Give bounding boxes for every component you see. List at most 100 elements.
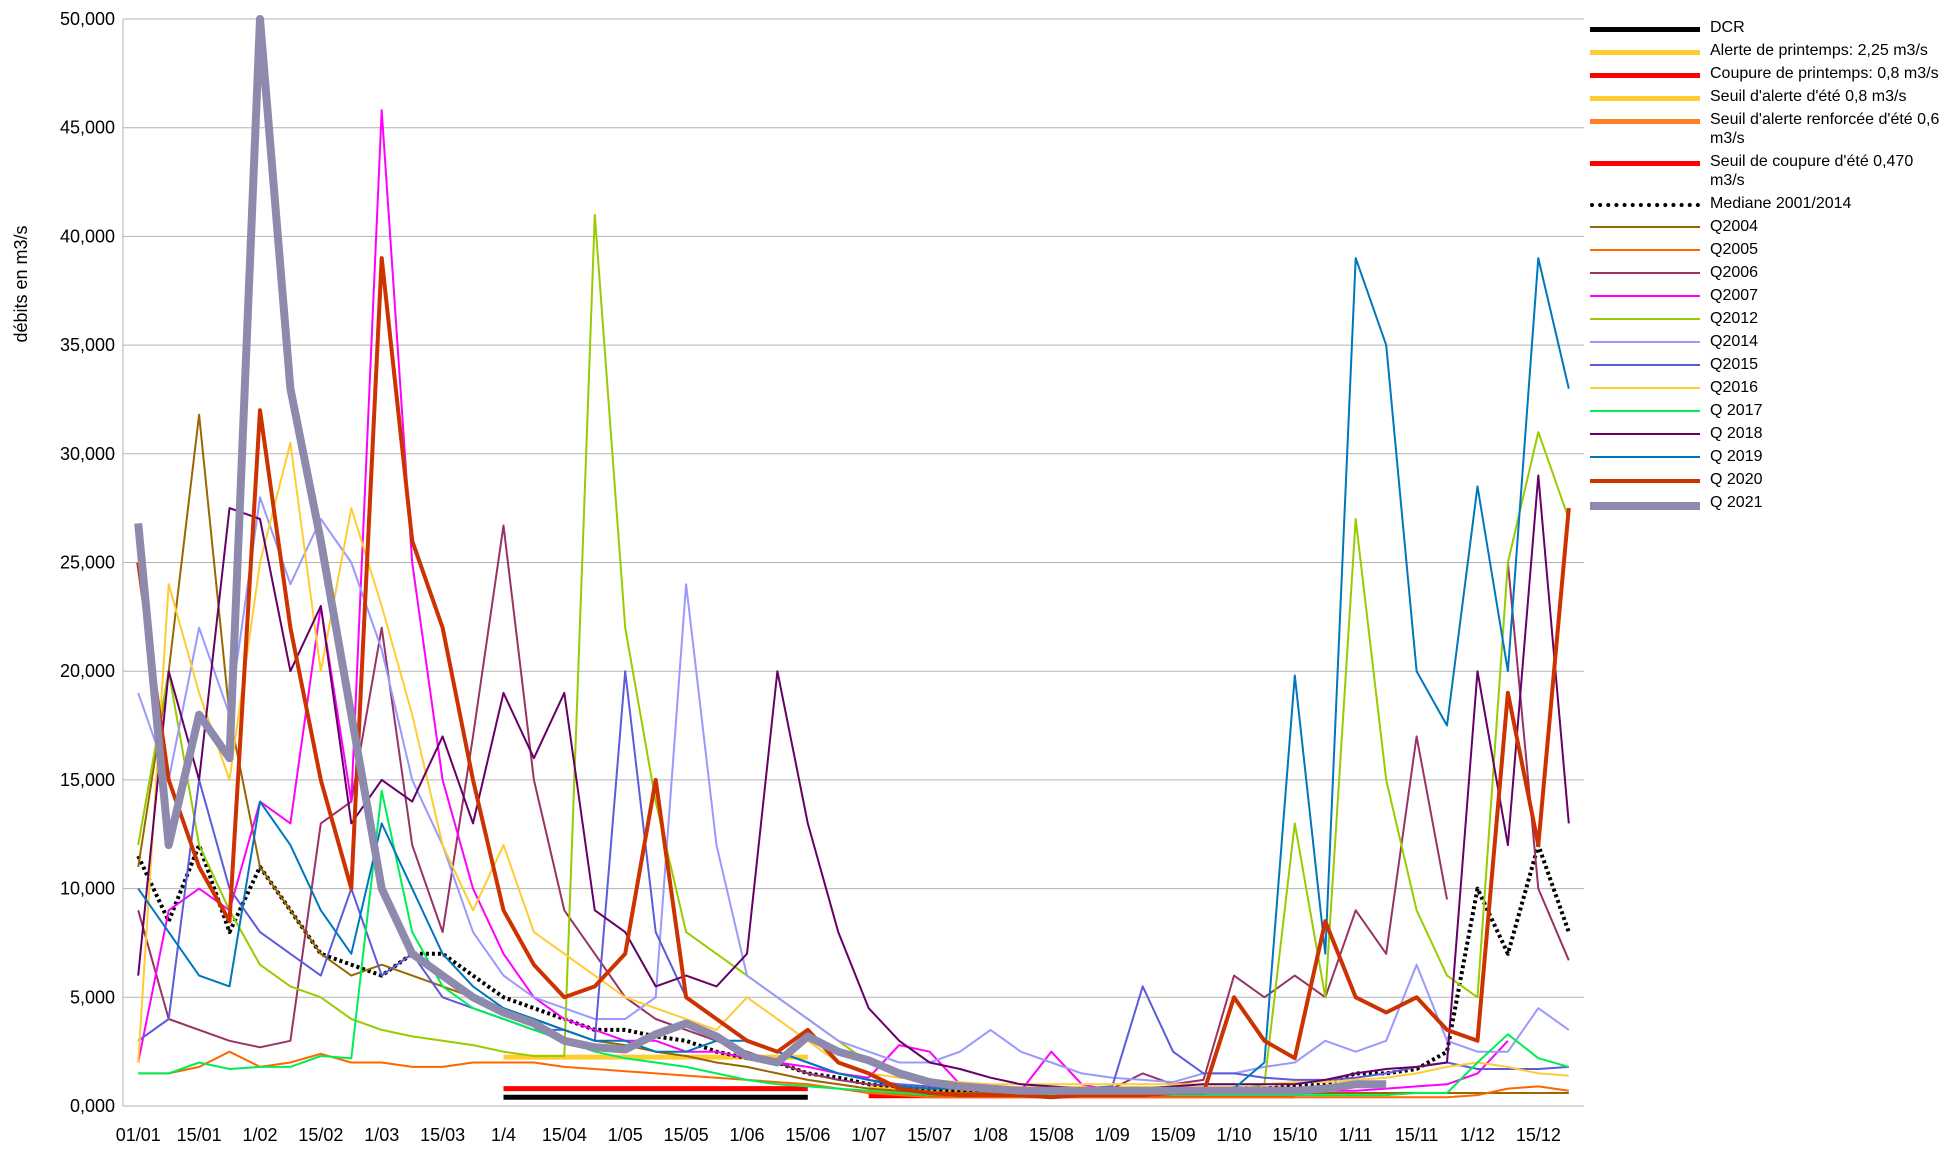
y-tick-label: 20,000 bbox=[60, 661, 115, 681]
legend-swatch bbox=[1590, 433, 1700, 435]
x-tick-label: 1/10 bbox=[1216, 1125, 1251, 1145]
y-tick-label: 25,000 bbox=[60, 553, 115, 573]
legend-swatch bbox=[1590, 226, 1700, 228]
series-line bbox=[137, 496, 1570, 1084]
legend-swatch bbox=[1590, 96, 1700, 101]
legend-swatch bbox=[1590, 410, 1700, 412]
x-tick-label: 15/04 bbox=[542, 1125, 587, 1145]
legend-label: Q2014 bbox=[1710, 333, 1759, 350]
x-tick-label: 15/02 bbox=[298, 1125, 343, 1145]
legend-label: Coupure de printemps: 0,8 m3/s bbox=[1710, 65, 1939, 82]
legend-label: Q2006 bbox=[1710, 264, 1759, 281]
legend-label: Q 2020 bbox=[1710, 471, 1763, 488]
legend-entry: Seuil d'alerte renforcée d'été 0,6 m3/s bbox=[1590, 110, 1952, 148]
x-tick-label: 15/05 bbox=[664, 1125, 709, 1145]
y-axis-label: débits en m3/s bbox=[11, 225, 31, 342]
legend-label: Seuil d'alerte d'été 0,8 m3/s bbox=[1710, 88, 1907, 105]
x-tick-label: 1/06 bbox=[729, 1125, 764, 1145]
legend-entry: Q2007 bbox=[1590, 286, 1952, 305]
legend-entry: Coupure de printemps: 0,8 m3/s bbox=[1590, 64, 1952, 83]
y-tick-label: 45,000 bbox=[60, 118, 115, 138]
y-tick-label: 0,000 bbox=[70, 1096, 115, 1116]
x-tick-label: 1/07 bbox=[851, 1125, 886, 1145]
x-tick-label: 15/06 bbox=[785, 1125, 830, 1145]
series-line bbox=[137, 474, 1570, 1090]
legend-label: Q2004 bbox=[1710, 218, 1759, 235]
legend-entry: Q2004 bbox=[1590, 217, 1952, 236]
legend-label: Seuil de coupure d'été 0,470 m3/s bbox=[1710, 153, 1914, 189]
legend-swatch bbox=[1590, 318, 1700, 320]
legend-label: Q2005 bbox=[1710, 241, 1759, 258]
legend-label: Q2015 bbox=[1710, 356, 1759, 373]
legend-swatch bbox=[1590, 161, 1700, 166]
legend-entry: Q2015 bbox=[1590, 355, 1952, 374]
x-tick-label: 15/07 bbox=[907, 1125, 952, 1145]
y-tick-label: 35,000 bbox=[60, 335, 115, 355]
legend-entry: Seuil de coupure d'été 0,470 m3/s bbox=[1590, 152, 1952, 190]
legend-entry: Seuil d'alerte d'été 0,8 m3/s bbox=[1590, 87, 1952, 106]
x-tick-label: 1/08 bbox=[973, 1125, 1008, 1145]
legend-entry: Mediane 2001/2014 bbox=[1590, 194, 1952, 213]
legend-label: Q 2018 bbox=[1710, 425, 1763, 442]
x-tick-label: 15/01 bbox=[177, 1125, 222, 1145]
legend-swatch bbox=[1590, 295, 1700, 297]
legend-swatch bbox=[1590, 50, 1700, 55]
series-line bbox=[138, 789, 1570, 1097]
x-tick-label: 15/09 bbox=[1151, 1125, 1196, 1145]
legend-swatch bbox=[1590, 203, 1700, 207]
legend-entry: DCR bbox=[1590, 18, 1952, 37]
y-tick-label: 50,000 bbox=[60, 9, 115, 29]
x-tick-label: 15/03 bbox=[420, 1125, 465, 1145]
legend-entry: Q2005 bbox=[1590, 240, 1952, 259]
legend-swatch bbox=[1590, 27, 1700, 32]
x-tick-label: 1/03 bbox=[364, 1125, 399, 1145]
x-tick-label: 1/11 bbox=[1339, 1125, 1373, 1145]
legend-entry: Q 2021 bbox=[1590, 493, 1952, 512]
legend-entry: Q 2017 bbox=[1590, 401, 1952, 420]
y-tick-label: 15,000 bbox=[60, 770, 115, 790]
series-line bbox=[138, 1050, 1569, 1099]
series-line bbox=[137, 413, 1569, 1094]
legend-entry: Q2014 bbox=[1590, 332, 1952, 351]
y-tick-label: 30,000 bbox=[60, 444, 115, 464]
legend-swatch bbox=[1590, 272, 1700, 274]
legend-label: Mediane 2001/2014 bbox=[1710, 195, 1852, 212]
legend-label: Q 2021 bbox=[1710, 494, 1763, 511]
legend-entry: Alerte de printemps: 2,25 m3/s bbox=[1590, 41, 1952, 60]
x-tick-label: 1/09 bbox=[1095, 1125, 1130, 1145]
legend-entry: Q2006 bbox=[1590, 263, 1952, 282]
legend-swatch bbox=[1590, 364, 1700, 366]
series-line bbox=[134, 15, 1387, 1095]
legend-label: Q 2019 bbox=[1710, 448, 1763, 465]
legend-swatch bbox=[1590, 119, 1700, 124]
legend: DCR Alerte de printemps: 2,25 m3/s Coupure… bbox=[1590, 18, 1952, 512]
y-tick-label: 10,000 bbox=[60, 879, 115, 899]
legend-entry: Q 2019 bbox=[1590, 447, 1952, 466]
legend-label: Q 2017 bbox=[1710, 402, 1763, 419]
legend-label: Q2012 bbox=[1710, 310, 1759, 327]
x-tick-label: 15/10 bbox=[1272, 1125, 1317, 1145]
x-tick-label: 1/12 bbox=[1460, 1125, 1495, 1145]
legend-swatch bbox=[1590, 341, 1700, 343]
legend-label: Seuil d'alerte renforcée d'été 0,6 m3/s bbox=[1710, 111, 1940, 147]
legend-label: DCR bbox=[1710, 19, 1745, 36]
legend-entry: Q2012 bbox=[1590, 309, 1952, 328]
legend-label: Q2016 bbox=[1710, 379, 1759, 396]
legend-entry: Q 2018 bbox=[1590, 424, 1952, 443]
legend-label: Q2007 bbox=[1710, 287, 1759, 304]
legend-swatch bbox=[1590, 479, 1700, 483]
y-tick-label: 5,000 bbox=[70, 987, 115, 1007]
legend-swatch bbox=[1590, 249, 1700, 251]
x-tick-label: 15/12 bbox=[1516, 1125, 1561, 1145]
legend-entry: Q2016 bbox=[1590, 378, 1952, 397]
series-line bbox=[137, 213, 1570, 1094]
legend-swatch bbox=[1590, 456, 1700, 458]
x-tick-label: 1/02 bbox=[242, 1125, 277, 1145]
legend-swatch bbox=[1590, 387, 1700, 389]
x-tick-label: 1/4 bbox=[491, 1125, 516, 1145]
legend-swatch bbox=[1590, 502, 1700, 510]
legend-label: Alerte de printemps: 2,25 m3/s bbox=[1710, 42, 1928, 59]
series-line bbox=[136, 256, 1571, 1100]
